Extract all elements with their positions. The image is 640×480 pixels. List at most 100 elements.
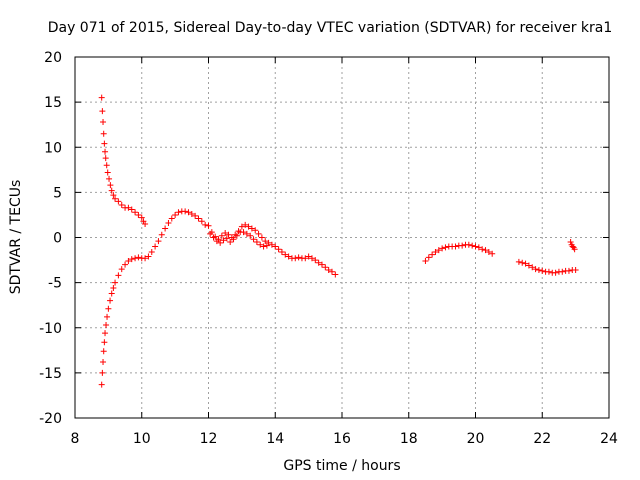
data-point (452, 243, 459, 250)
data-point (515, 258, 522, 265)
data-point (138, 214, 145, 221)
data-point (240, 229, 247, 236)
data-point (142, 220, 149, 227)
data-point (165, 220, 172, 227)
data-point (479, 246, 486, 253)
data-point (185, 209, 192, 216)
data-point (469, 242, 476, 249)
data-point (292, 255, 299, 262)
y-tick-label: 5 (53, 185, 62, 201)
data-point (328, 268, 335, 275)
data-point (132, 209, 139, 216)
data-point (535, 266, 542, 273)
data-point (225, 231, 232, 238)
data-point (125, 204, 132, 211)
data-point (207, 230, 214, 237)
data-point (108, 187, 115, 194)
data-point (108, 290, 115, 297)
data-point (230, 236, 237, 243)
data-point (102, 148, 109, 155)
data-point (213, 238, 220, 245)
data-point (112, 279, 119, 286)
data-point (432, 248, 439, 255)
data-point (125, 257, 132, 264)
x-tick-label: 24 (600, 431, 618, 447)
data-point (532, 266, 539, 273)
data-point (145, 253, 152, 260)
data-point (485, 248, 492, 255)
data-point (128, 206, 135, 213)
data-point (103, 162, 110, 169)
series-segment-12-16 (205, 221, 339, 278)
x-tick-label: 12 (200, 431, 218, 447)
grid-lines (75, 57, 609, 418)
data-point (210, 234, 217, 241)
data-point (422, 257, 429, 264)
data-point (102, 330, 109, 337)
data-point (107, 297, 114, 304)
data-point (99, 108, 106, 115)
data-point (223, 235, 230, 242)
data-point (205, 222, 212, 229)
data-point (100, 348, 107, 355)
series-branch-upper-decay (98, 94, 149, 227)
data-point (142, 255, 149, 262)
data-point (459, 242, 466, 249)
data-point (247, 232, 254, 239)
data-point (262, 238, 269, 245)
data-point (243, 230, 250, 237)
data-point (99, 369, 106, 376)
data-point (168, 215, 175, 222)
data-point (472, 243, 479, 250)
data-point (100, 118, 107, 125)
data-point (192, 212, 199, 219)
data-point (559, 268, 566, 275)
data-point (482, 247, 489, 254)
data-point (305, 253, 312, 260)
data-point (567, 239, 574, 246)
data-point (103, 322, 110, 329)
data-point (101, 140, 108, 147)
data-point (522, 260, 529, 267)
y-tick-label: 15 (44, 95, 62, 111)
y-axis-label: SDTVAR / TECUs (8, 180, 24, 295)
data-point (100, 130, 107, 137)
data-point (104, 313, 111, 320)
y-tick-label: -5 (48, 276, 62, 292)
data-point (260, 243, 267, 250)
data-point (278, 248, 285, 255)
data-point (545, 268, 552, 275)
data-point (529, 264, 536, 271)
x-tick-label: 22 (533, 431, 551, 447)
data-point (148, 248, 155, 255)
x-tick-labels: 8 10 12 14 16 18 20 22 24 (71, 431, 618, 447)
data-point (322, 264, 329, 271)
data-point (172, 211, 179, 218)
data-point (285, 253, 292, 260)
data-point (325, 266, 332, 273)
data-point (263, 242, 270, 249)
series-segment-12-16-lower (207, 229, 270, 250)
x-tick-label: 14 (266, 431, 284, 447)
x-tick-label: 16 (333, 431, 351, 447)
data-point (115, 198, 122, 205)
data-point (106, 175, 113, 182)
data-point (128, 256, 135, 263)
series-segment-18-20 (422, 241, 496, 264)
y-tick-label: 0 (53, 231, 62, 247)
data-point (220, 237, 227, 244)
data-point (315, 259, 322, 266)
data-point (104, 169, 111, 176)
chart-title: Day 071 of 2015, Sidereal Day-to-day VTE… (48, 20, 613, 36)
data-point (107, 182, 114, 189)
data-point (162, 225, 169, 232)
data-point (425, 254, 432, 261)
data-point (257, 241, 264, 248)
data-point (101, 339, 108, 346)
x-axis-label: GPS time / hours (283, 458, 400, 474)
x-tick-label: 20 (467, 431, 485, 447)
data-point (312, 257, 319, 264)
data-point (295, 254, 302, 261)
data-point (435, 247, 442, 254)
